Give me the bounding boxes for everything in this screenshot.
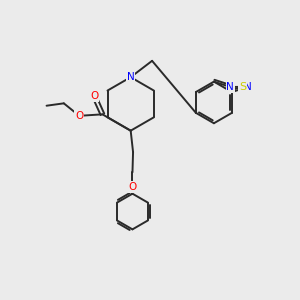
Text: O: O xyxy=(128,182,136,192)
Text: O: O xyxy=(75,111,83,121)
Text: S: S xyxy=(239,82,246,92)
Text: N: N xyxy=(226,82,234,92)
Text: N: N xyxy=(127,72,135,82)
Text: N: N xyxy=(244,82,252,92)
Text: O: O xyxy=(90,91,98,101)
